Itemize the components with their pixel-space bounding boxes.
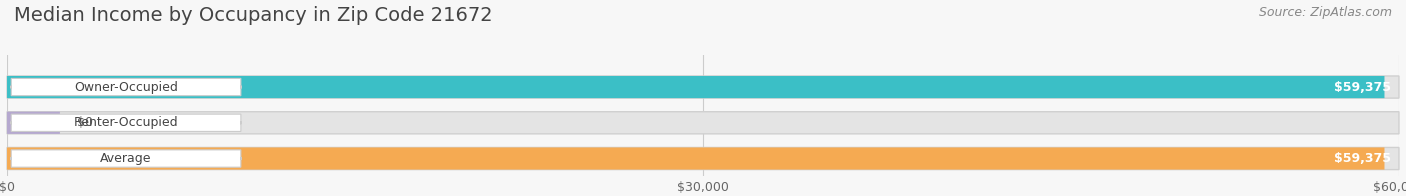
FancyBboxPatch shape	[7, 76, 1385, 98]
Text: Source: ZipAtlas.com: Source: ZipAtlas.com	[1258, 6, 1392, 19]
FancyBboxPatch shape	[7, 76, 1399, 98]
FancyBboxPatch shape	[11, 150, 240, 167]
Text: Median Income by Occupancy in Zip Code 21672: Median Income by Occupancy in Zip Code 2…	[14, 6, 492, 25]
Text: Renter-Occupied: Renter-Occupied	[73, 116, 179, 129]
FancyBboxPatch shape	[7, 112, 1399, 134]
Text: Average: Average	[100, 152, 152, 165]
FancyBboxPatch shape	[7, 147, 1399, 170]
FancyBboxPatch shape	[11, 78, 240, 96]
FancyBboxPatch shape	[7, 112, 60, 134]
FancyBboxPatch shape	[7, 147, 1385, 170]
FancyBboxPatch shape	[11, 114, 240, 132]
Text: $59,375: $59,375	[1334, 152, 1391, 165]
Text: $0: $0	[77, 116, 93, 129]
Text: $59,375: $59,375	[1334, 81, 1391, 93]
Text: Owner-Occupied: Owner-Occupied	[75, 81, 179, 93]
